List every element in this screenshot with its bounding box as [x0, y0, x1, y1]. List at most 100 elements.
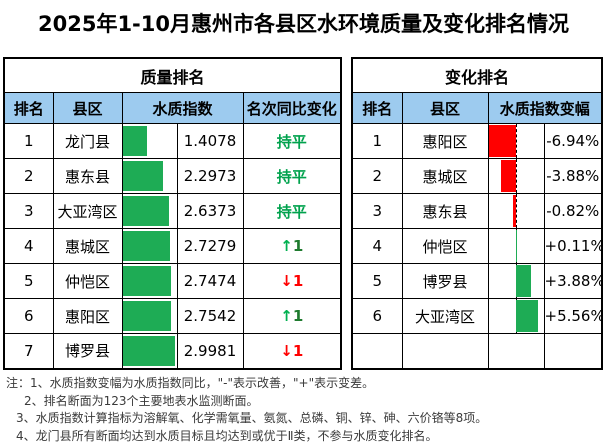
- index-value-cell: 2.9981: [176, 333, 244, 369]
- rank-cell: 4: [351, 228, 403, 264]
- change-table-title-row: 变化排名: [351, 57, 603, 93]
- delta-bar-cell: [487, 333, 545, 369]
- rank-cell: 3: [351, 193, 403, 229]
- quality-table-row: 4 惠城区 2.7279 ↑1: [3, 228, 342, 264]
- district-cell: 惠阳区: [52, 298, 123, 334]
- change-header-district: 县区: [401, 92, 489, 124]
- rank-cell: 2: [3, 158, 54, 194]
- index-bar-cell: [121, 158, 178, 194]
- index-bar-cell: [121, 298, 178, 334]
- down-arrow-icon: ↓: [280, 341, 293, 360]
- index-bar-cell: [121, 123, 178, 159]
- delta-data-bar: [489, 125, 516, 157]
- district-cell: [401, 333, 489, 369]
- rank-change-cell: 持平: [242, 193, 342, 229]
- quality-header-district: 县区: [52, 92, 123, 124]
- quality-table-row: 2 惠东县 2.2973 持平: [3, 158, 342, 194]
- index-value-cell: 2.6373: [176, 193, 244, 229]
- quality-table-title: 质量排名: [3, 57, 342, 93]
- change-table-row: 4 仲恺区 +0.11%: [351, 228, 603, 264]
- rank-cell: 4: [3, 228, 54, 264]
- down-arrow-icon: ↓: [280, 272, 293, 290]
- up-arrow-icon: ↑: [280, 237, 293, 255]
- change-table-body: 1 惠阳区 -6.94% 2 惠城区 -3.88% 3 惠东县 -0.82% 4 仲恺区 +0.11%…: [351, 123, 603, 369]
- quality-header-rank: 排名: [3, 92, 54, 124]
- delta-bar-cell: [487, 123, 545, 159]
- footnotes: 注：1、水质指数变幅为水质指数同比，"-"表示改善，"+"表示变差。 2、排名断…: [6, 375, 487, 445]
- delta-value-cell: +5.56%: [543, 298, 603, 334]
- index-bar-cell: [121, 228, 178, 264]
- district-cell: 仲恺区: [52, 263, 123, 299]
- change-header-delta: 水质指数变幅: [487, 92, 603, 124]
- index-value-cell: 2.7542: [176, 298, 244, 334]
- rank-change-cell: ↓1: [242, 333, 342, 369]
- rank-change-cell: 持平: [242, 158, 342, 194]
- change-table-title: 变化排名: [351, 57, 603, 93]
- up-arrow-icon: ↑: [280, 307, 293, 325]
- tables-container: 质量排名 排名 县区 水质指数 名次同比变化 1 龙门县 1.4078 持平 2 惠东县 2…: [3, 57, 604, 370]
- delta-bar-cell: [487, 263, 545, 299]
- quality-table-row: 3 大亚湾区 2.6373 持平: [3, 193, 342, 229]
- rank-cell: 2: [351, 158, 403, 194]
- rank-change-cell: 持平: [242, 123, 342, 159]
- rank-cell: 1: [3, 123, 54, 159]
- district-cell: 龙门县: [52, 123, 123, 159]
- district-cell: 惠城区: [52, 228, 123, 264]
- quality-table-row: 7 博罗县 2.9981 ↓1: [3, 333, 342, 369]
- index-value-cell: 2.7279: [176, 228, 244, 264]
- quality-table-header-row: 排名 县区 水质指数 名次同比变化: [3, 92, 342, 124]
- note-line: 4、龙门县所有断面均达到水质目标且均达到或优于Ⅱ类，不参与水质变化排名。: [16, 428, 438, 443]
- rank-cell: 1: [351, 123, 403, 159]
- change-table-row: [351, 333, 603, 369]
- index-bar-cell: [121, 263, 178, 299]
- district-cell: 博罗县: [52, 333, 123, 369]
- rank-cell: [351, 333, 403, 369]
- index-value-cell: 2.7474: [176, 263, 244, 299]
- rank-change-cell: ↓1: [242, 263, 342, 299]
- index-data-bar: [123, 336, 175, 366]
- delta-value-cell: -6.94%: [543, 123, 603, 159]
- delta-bar-cell: [487, 298, 545, 334]
- quality-table-row: 5 仲恺区 2.7474 ↓1: [3, 263, 342, 299]
- district-cell: 惠城区: [401, 158, 489, 194]
- quality-table-row: 1 龙门县 1.4078 持平: [3, 123, 342, 159]
- district-cell: 博罗县: [401, 263, 489, 299]
- delta-data-bar: [512, 195, 516, 227]
- quality-table-body: 1 龙门县 1.4078 持平 2 惠东县 2.2973 持平 3 大亚湾区 2.6373 持平 4 惠城…: [3, 123, 342, 369]
- change-table-header-row: 排名 县区 水质指数变幅: [351, 92, 603, 124]
- delta-data-bar: [516, 300, 539, 332]
- rank-cell: 5: [3, 263, 54, 299]
- delta-value-cell: -0.82%: [543, 193, 603, 229]
- change-table-row: 1 惠阳区 -6.94%: [351, 123, 603, 159]
- change-table-row: 3 惠东县 -0.82%: [351, 193, 603, 229]
- index-value-cell: 2.2973: [176, 158, 244, 194]
- delta-bar-cell: [487, 228, 545, 264]
- rank-change-cell: ↑1: [242, 298, 342, 334]
- quality-header-change: 名次同比变化: [242, 92, 342, 124]
- district-cell: 大亚湾区: [52, 193, 123, 229]
- rank-change-value: 1: [292, 307, 304, 325]
- rank-change-value: 1: [292, 237, 304, 255]
- quality-table-title-row: 质量排名: [3, 57, 342, 93]
- change-ranking-table: 变化排名 排名 县区 水质指数变幅 1 惠阳区 -6.94% 2 惠城区 -3.88% 3 惠…: [351, 57, 604, 370]
- index-data-bar: [123, 161, 163, 191]
- rank-change-value: 1: [292, 341, 304, 360]
- change-table-row: 2 惠城区 -3.88%: [351, 158, 603, 194]
- index-bar-cell: [121, 193, 178, 229]
- rank-change-value: 1: [292, 272, 304, 290]
- page-title: 2025年1-10月惠州市各县区水环境质量及变化排名情况: [38, 12, 569, 36]
- district-cell: 惠东县: [401, 193, 489, 229]
- change-table-row: 5 博罗县 +3.88%: [351, 263, 603, 299]
- rank-cell: 6: [3, 298, 54, 334]
- zero-axis-line: [516, 124, 517, 158]
- index-value-cell: 1.4078: [176, 123, 244, 159]
- delta-data-bar: [516, 265, 532, 297]
- delta-value-cell: +3.88%: [543, 263, 603, 299]
- note-line: 3、水质指数计算指标为溶解氧、化学需氧量、氨氮、总磷、铜、锌、砷、六价铬等8项。: [16, 411, 488, 425]
- rank-cell: 7: [3, 333, 54, 369]
- index-data-bar: [123, 301, 171, 331]
- index-data-bar: [123, 266, 171, 296]
- district-cell: 仲恺区: [401, 228, 489, 264]
- note-line: 注：1、水质指数变幅为水质指数同比，"-"表示改善，"+"表示变差。: [6, 376, 375, 390]
- quality-header-index: 水质指数: [121, 92, 244, 124]
